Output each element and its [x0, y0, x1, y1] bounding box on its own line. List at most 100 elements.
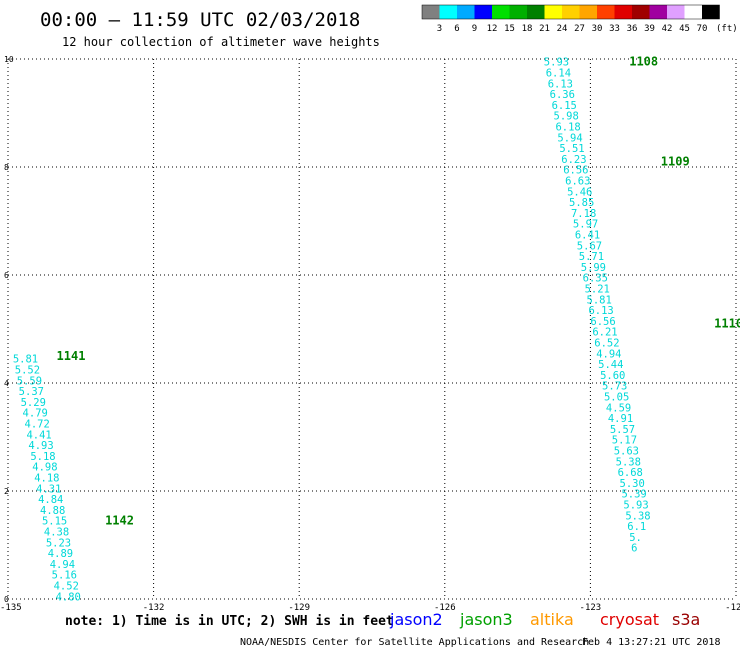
wave-height-value: 4.18	[34, 473, 59, 485]
satellite-label-jason3: jason3	[459, 610, 513, 629]
footer-timestamp: Feb 4 13:27:21 UTC 2018	[582, 637, 720, 648]
wave-height-value: 4.89	[48, 548, 73, 560]
chart-subtitle: 12 hour collection of altimeter wave hei…	[62, 35, 380, 49]
wave-height-value: 5.15	[42, 516, 67, 528]
color-scale-label: 36	[627, 24, 638, 34]
color-swatch	[544, 5, 562, 19]
wave-height-value: 5.23	[46, 537, 71, 549]
color-scale-legend: 3 6 9 12 15 18 21 24 27 30 33 36 39 42 45 70	[421, 4, 720, 34]
time-label: 1142	[105, 514, 134, 528]
wave-height-value: 5.81	[13, 354, 38, 366]
wave-height-value: 5.73	[602, 381, 627, 393]
wave-height-value: 6.1	[627, 521, 646, 533]
satellite-legend: jason2 jason3 altika cryosat s3a	[389, 610, 700, 629]
satellite-label-altika: altika	[530, 610, 574, 629]
wave-height-value: 5.85	[569, 197, 594, 209]
time-label: 1141	[57, 349, 86, 363]
wave-height-value: 4.41	[26, 429, 51, 441]
wave-height-value: 4.94	[50, 559, 75, 571]
wave-height-value: 6.52	[594, 338, 619, 350]
color-scale-label: 12	[487, 24, 498, 34]
x-tick-label: -120	[725, 603, 740, 613]
wave-height-value: 7.18	[571, 208, 596, 220]
wave-height-value: 5.44	[598, 359, 623, 371]
wave-height-value: 4.59	[606, 402, 631, 414]
color-scale-label: 18	[522, 24, 533, 34]
color-scale-label: 6	[454, 24, 459, 34]
satellite-label-jason2: jason2	[389, 610, 443, 629]
color-bar-frame	[421, 4, 720, 20]
color-swatch	[509, 5, 527, 19]
wave-height-value: 6.13	[588, 305, 613, 317]
wave-height-value: 4.31	[36, 483, 61, 495]
y-tick-label: 2	[4, 487, 9, 496]
color-scale-label: 27	[574, 24, 585, 34]
x-tick-label: -132	[143, 603, 165, 613]
y-tick-label: 8	[4, 163, 9, 172]
wave-height-value: 5.94	[557, 132, 582, 144]
wave-height-value: 5.71	[579, 251, 604, 263]
wave-height-value: 6.68	[618, 467, 643, 479]
wave-height-value: 6.35	[583, 273, 608, 285]
wave-height-value: 5.93	[544, 57, 569, 69]
wave-height-value: 5.29	[21, 397, 46, 409]
satellite-label-cryosat: cryosat	[600, 610, 659, 629]
wave-height-value: 5.17	[612, 435, 637, 447]
wave-height-value: 6.18	[555, 122, 580, 134]
wave-height-value: 4.88	[40, 505, 65, 517]
color-scale-label: 45	[679, 24, 690, 34]
y-tick-label: 10	[4, 55, 14, 64]
wave-height-value: 6.23	[561, 154, 586, 166]
wave-height-value: 5.98	[554, 111, 579, 123]
color-swatch	[702, 5, 720, 19]
wave-height-value: 5.52	[15, 365, 40, 377]
wave-height-value: 5.21	[585, 284, 610, 296]
time-label: 1108	[629, 55, 658, 69]
color-scale-label: 42	[662, 24, 673, 34]
y-tick-label: 4	[4, 379, 9, 388]
footer-note: note: 1) Time is in UTC; 2) SWH is in fe…	[65, 614, 394, 629]
wave-height-value: 6.56	[563, 165, 588, 177]
wave-height-value: 5.	[629, 532, 642, 544]
wave-height-value: 4.94	[596, 348, 621, 360]
wave-height-value: 5.18	[30, 451, 55, 463]
wave-height-value: 4.80	[56, 591, 81, 603]
satellite-label-s3a: s3a	[672, 610, 700, 629]
color-swatch	[474, 5, 492, 19]
color-scale-label: 30	[592, 24, 603, 34]
color-swatch	[492, 5, 510, 19]
color-scale-label: 24	[557, 24, 568, 34]
wave-height-value: 6.56	[590, 316, 615, 328]
wave-height-value: 4.93	[28, 440, 53, 452]
color-swatch	[684, 5, 702, 19]
color-scale-label: 39	[644, 24, 655, 34]
plot-area: -135-132-129-126-123-12002468105.936.146…	[0, 55, 740, 613]
wave-height-value: 6.36	[550, 89, 575, 101]
color-swatch	[579, 5, 597, 19]
wave-height-value: 4.72	[25, 419, 50, 431]
wave-height-value: 5.63	[614, 446, 639, 458]
wave-height-value: 4.98	[32, 462, 57, 474]
x-tick-label: -129	[288, 603, 310, 613]
color-scale-unit: (ft)	[716, 24, 738, 34]
wave-height-value: 5.59	[17, 375, 42, 387]
footer-credit: NOAA/NESDIS Center for Satellite Applica…	[240, 637, 589, 648]
wave-height-value: 4.79	[23, 408, 48, 420]
wave-height-value: 5.60	[600, 370, 625, 382]
color-swatch	[562, 5, 580, 19]
color-scale-label: 33	[609, 24, 620, 34]
wave-height-value: 5.16	[52, 570, 77, 582]
color-swatch	[439, 5, 457, 19]
color-swatch	[597, 5, 615, 19]
wave-height-value: 6.13	[548, 78, 573, 90]
x-tick-label: -135	[0, 603, 22, 613]
wave-height-value: 5.46	[567, 186, 592, 198]
wave-height-value: 5.51	[559, 143, 584, 155]
wave-height-value: 5.37	[19, 386, 44, 398]
y-tick-label: 6	[4, 271, 9, 280]
color-swatch	[527, 5, 545, 19]
wave-height-value: 6.41	[575, 230, 600, 242]
wave-height-value: 5.93	[623, 500, 648, 512]
y-tick-label: 0	[4, 595, 9, 604]
wave-height-value: 5.38	[625, 510, 650, 522]
